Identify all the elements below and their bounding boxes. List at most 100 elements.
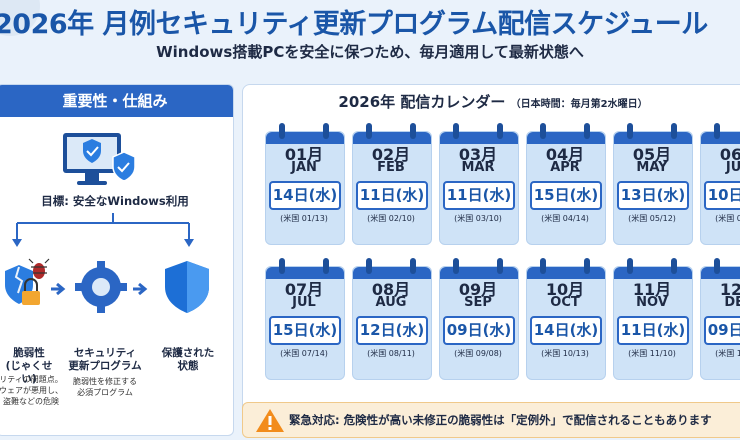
month-name: JAN [291, 160, 317, 175]
flow-arrowheads [12, 239, 194, 247]
binder-ring [279, 123, 285, 139]
month-name: MAR [461, 160, 495, 175]
bug-icon [28, 258, 50, 279]
month-name: FEB [377, 160, 405, 175]
month-number: 05月 [632, 145, 672, 164]
binder-ring [671, 123, 677, 139]
binder-ring [279, 258, 285, 274]
month-card: 07月 JUL 15日(水) (米国 07/14) [265, 258, 345, 380]
page-title-wrap: 2026年 月例セキュリティ更新プログラム配信スケジュール [0, 0, 740, 44]
month-number: 11月 [632, 280, 672, 299]
month-card: 09月 SEP 09日(水) (米国 09/08) [439, 258, 519, 380]
release-date: 09日(水) [704, 316, 740, 345]
month-number: 09月 [458, 280, 498, 299]
release-date: 11日(水) [617, 316, 689, 345]
month-name: DEC [724, 295, 740, 310]
goal-text: 目標: 安全なWindows利用 [41, 194, 189, 208]
month-number: 12月 [719, 280, 740, 299]
month-card: 05月 MAY 13日(水) (米国 05/12) [613, 123, 693, 245]
month-number: 02月 [371, 145, 411, 164]
us-date: (米国 12/08) [715, 349, 740, 358]
month-card: 02月 FEB 11日(水) (米国 02/10) [352, 123, 432, 245]
month-card: 10月 OCT 14日(水) (米国 10/13) [526, 258, 606, 380]
month-card: 01月 JAN 14日(水) (米国 01/13) [265, 123, 345, 245]
calendar-title-text: 2026年 配信カレンダー [338, 93, 506, 111]
binder-ring [714, 258, 720, 274]
binder-ring [453, 123, 459, 139]
binder-ring [366, 123, 372, 139]
binder-ring [540, 258, 546, 274]
month-card: 11月 NOV 11日(水) (米国 11/10) [613, 258, 693, 380]
release-date: 11日(水) [356, 181, 428, 210]
month-number: 06月 [719, 145, 740, 164]
month-card: 12月DEC 09日(水) (米国 12/08) [700, 258, 740, 380]
month-card-header [701, 132, 740, 144]
us-date: (米国 01/13) [280, 214, 328, 223]
calendar-title: 2026年 配信カレンダー （日本時間：毎月第2水曜日） [243, 91, 740, 112]
month-number: 07月 [284, 280, 324, 299]
binder-ring [671, 258, 677, 274]
us-date: (米国 05/12) [628, 214, 676, 223]
alert-text: 緊急対応: 危険性が高い未修正の脆弱性は「定例外」で配信されることもあります [289, 413, 712, 427]
month-number: 08月 [371, 280, 411, 299]
step-update-desc: 脆弱性を修正する 必須プログラム [73, 377, 137, 397]
binder-ring [410, 123, 416, 139]
month-name: JUL [292, 295, 316, 310]
month-name: APR [550, 160, 580, 175]
month-name: SEP [464, 295, 492, 310]
us-date: (米国 10/13) [541, 349, 589, 358]
month-card-header [701, 267, 740, 279]
release-date: 13日(水) [617, 181, 689, 210]
calendar-panel: 2026年 配信カレンダー （日本時間：毎月第2水曜日） 01月 JAN 14日(水… [242, 84, 740, 436]
binder-ring [714, 123, 720, 139]
release-date: 15日(水) [269, 316, 341, 345]
binder-ring [497, 258, 503, 274]
calendar-note: （日本時間：毎月第2水曜日） [510, 99, 648, 110]
month-number: 04月 [545, 145, 585, 164]
release-date: 14日(水) [530, 316, 602, 345]
release-date: 11日(水) [443, 181, 515, 210]
month-name: JUN [725, 160, 740, 175]
month-card: 08月 AUG 12日(水) (米国 08/11) [352, 258, 432, 380]
step-update-label: セキュリティ 更新プログラム [68, 347, 142, 373]
gear-icon [75, 261, 127, 313]
importance-panel: 重要性・仕組み [0, 84, 234, 436]
binder-ring [323, 123, 329, 139]
us-date: (米国 02/10) [367, 214, 415, 223]
monitor-icon [63, 133, 121, 185]
binder-ring [366, 258, 372, 274]
release-date: 12日(水) [356, 316, 428, 345]
binder-ring [453, 258, 459, 274]
us-date: (米国 04/14) [541, 214, 589, 223]
month-number: 03月 [458, 145, 498, 164]
us-date: (米国 09/08) [454, 349, 502, 358]
flow-arrow-1 [51, 282, 66, 296]
release-date: 09日(水) [443, 316, 515, 345]
us-date: (米国 06/09) [715, 214, 740, 223]
month-card: 06月JUN 10日(水) (米国 06/09) [700, 123, 740, 245]
lock-icon [22, 278, 40, 305]
binder-ring [627, 123, 633, 139]
warning-icon [256, 409, 284, 432]
step-protected-label: 保護された 状態 [161, 347, 215, 373]
flow-connector [16, 213, 190, 243]
page-title: 2026年 月例セキュリティ更新プログラム配信スケジュール [0, 9, 708, 40]
release-date: 14日(水) [269, 181, 341, 210]
month-card: 04月 APR 15日(水) (米国 04/14) [526, 123, 606, 245]
month-number: 01月 [284, 145, 324, 164]
binder-ring [497, 123, 503, 139]
month-name: AUG [375, 295, 407, 310]
binder-ring [323, 258, 329, 274]
step-vulnerability-label: 脆弱性 (じゃくせい) [5, 347, 53, 386]
month-name: NOV [636, 295, 668, 310]
us-date: (米国 07/14) [280, 349, 328, 358]
shield-check-icon [112, 151, 136, 182]
alert-banner: 緊急対応: 危険性が高い未修正の脆弱性は「定例外」で配信されることもあります [242, 402, 740, 438]
binder-ring [584, 258, 590, 274]
step-vulnerability-desc: リティの問題点。 ウェアが悪用し、 盗難などの危険 [0, 375, 63, 406]
shield-icon [165, 261, 209, 313]
flow-diagram [5, 133, 209, 313]
release-date: 10日(水) [704, 181, 740, 210]
month-number: 10月 [545, 280, 585, 299]
binder-ring [584, 123, 590, 139]
